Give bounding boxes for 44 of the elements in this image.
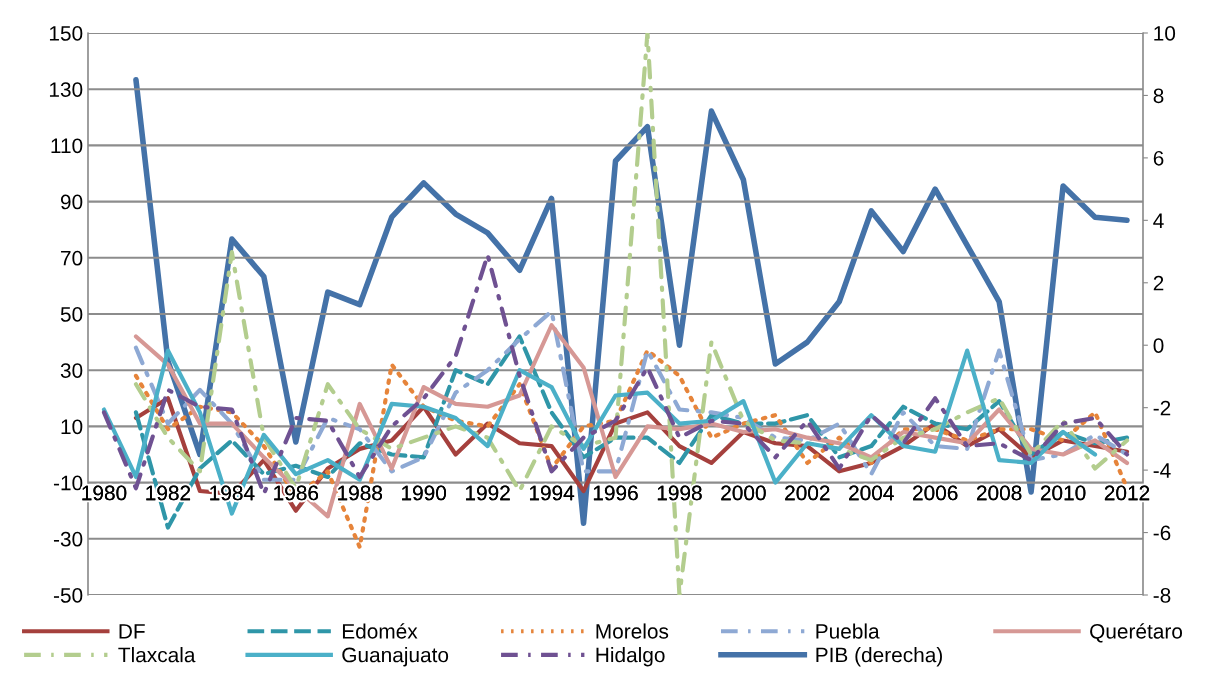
legend-label: Edoméx [342,623,418,639]
legend-label: PIB (derecha) [816,647,942,667]
y2-tick-label: 0 [1153,338,1164,353]
y-tick-label: 30 [60,363,83,378]
x-tick-label: 2002 [785,485,830,501]
legend-label: Guanajuato [342,647,449,667]
y-tick-label: 10 [61,419,83,435]
legend-label: Querétaro [1090,623,1183,643]
x-tick-label: 1994 [529,485,575,501]
y2-tick-label: 2 [1153,275,1164,291]
y2-tick-label: -8 [1153,588,1171,603]
y-tick-label: -50 [53,588,83,603]
x-tick-label: 2006 [913,485,958,501]
legend-label: DF [119,624,145,639]
y-tick-label: 70 [61,250,83,266]
y2-tick-label: 10 [1154,26,1176,41]
y-tick-label: 90 [60,194,83,210]
x-tick-label: 2008 [977,485,1022,501]
y2-tick-label: -2 [1153,400,1171,416]
x-tick-label: 2012 [1104,485,1150,501]
legend-label: Hidalgo [596,647,665,667]
x-tick-label: 2010 [1040,485,1086,501]
legend-label: Morelos [596,623,669,639]
y-tick-label: 130 [49,82,83,97]
y-tick-label: -30 [53,531,83,547]
y-tick-label: 50 [60,307,83,322]
x-tick-label: 1998 [657,485,702,501]
legend-label: Tlaxcala [118,647,196,663]
x-tick-label: 1988 [338,485,383,501]
x-tick-label: 2000 [721,485,766,501]
x-tick-label: 1990 [402,485,447,501]
y2-tick-label: 4 [1153,213,1164,228]
y2-tick-label: 8 [1153,88,1164,104]
y-tick-label: 150 [49,26,83,41]
y2-tick-label: 6 [1153,150,1164,166]
x-tick-label: 1996 [593,485,638,501]
y2-tick-label: -6 [1153,525,1171,541]
x-tick-label: 1980 [82,485,127,501]
y2-tick-label: -4 [1153,463,1171,478]
legend-label: Puebla [816,623,880,639]
x-tick-label: 1992 [466,485,510,501]
y-tick-label: -10 [53,475,83,491]
y-tick-label: 110 [51,138,83,154]
x-tick-label: 2004 [849,485,894,501]
